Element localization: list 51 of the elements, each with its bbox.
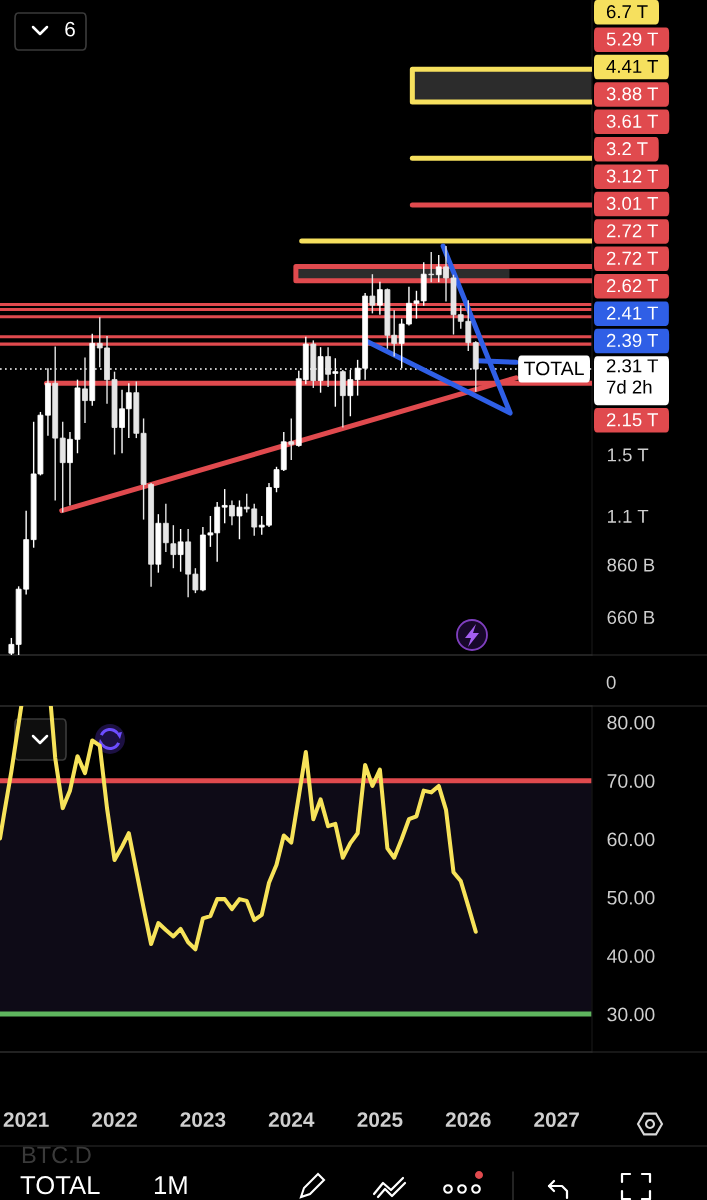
candlestick	[369, 273, 376, 315]
candlestick	[229, 499, 235, 526]
text: 2.39 T	[606, 333, 659, 348]
text: 2.62 T	[606, 279, 659, 293]
text: 3.61 T	[606, 114, 659, 128]
x-tick-label: 2025	[357, 1112, 403, 1128]
text: 0	[606, 675, 616, 689]
candlestick	[177, 528, 184, 573]
candlestick	[170, 524, 177, 569]
text: 3.88 T	[606, 87, 659, 101]
y-tick-label: 660 B	[607, 610, 655, 625]
x-tick-label: 2021	[3, 1112, 49, 1128]
text: 3.01 T	[606, 196, 659, 211]
y-tick-label: 1.1 T	[608, 509, 649, 523]
y-tick-label: 60.00	[607, 832, 655, 847]
y-tick-label: 70.00	[607, 774, 655, 788]
y-tick-label: 40.00	[607, 949, 655, 963]
text: 2.15 T	[606, 413, 659, 427]
candlestick	[339, 369, 346, 429]
annotation: TOTAL	[524, 361, 584, 376]
text: 2.41 T	[606, 306, 659, 320]
text: 2.72 T	[606, 224, 659, 238]
candlestick	[435, 254, 442, 284]
text: 1M	[154, 1176, 187, 1194]
text: 5.29 T	[606, 32, 659, 46]
text: 2.72 T	[606, 251, 659, 265]
candlestick	[162, 503, 169, 553]
text: BTC.D	[22, 1146, 91, 1164]
y-tick-label: 50.00	[607, 890, 655, 905]
x-tick-label: 2026	[445, 1112, 491, 1128]
text: 6.7 T	[606, 5, 648, 19]
y-tick-label: 1.5 T	[608, 448, 649, 462]
text: 3.12 T	[606, 169, 659, 183]
y-tick-label: 80.00	[607, 715, 655, 730]
text: 3.2 T	[606, 142, 648, 156]
candlestick	[82, 356, 88, 424]
annotation: 6	[65, 21, 75, 37]
candlestick	[377, 281, 383, 316]
text: 4.41 T	[606, 60, 659, 73]
candlestick	[221, 488, 228, 524]
candlestick	[236, 499, 243, 540]
x-tick-label: 2024	[268, 1112, 315, 1128]
text: TOTAL	[20, 1176, 100, 1195]
x-tick-label: 2027	[534, 1112, 579, 1128]
y-tick-label: 30.00	[607, 1007, 655, 1022]
y-tick-label: 860 B	[607, 558, 655, 572]
text: 2.31 T 7d 2h	[606, 359, 659, 394]
candlestick	[288, 417, 295, 461]
x-tick-label: 2022	[92, 1112, 137, 1128]
candlestick	[325, 346, 331, 388]
x-tick-label: 2023	[180, 1112, 226, 1128]
